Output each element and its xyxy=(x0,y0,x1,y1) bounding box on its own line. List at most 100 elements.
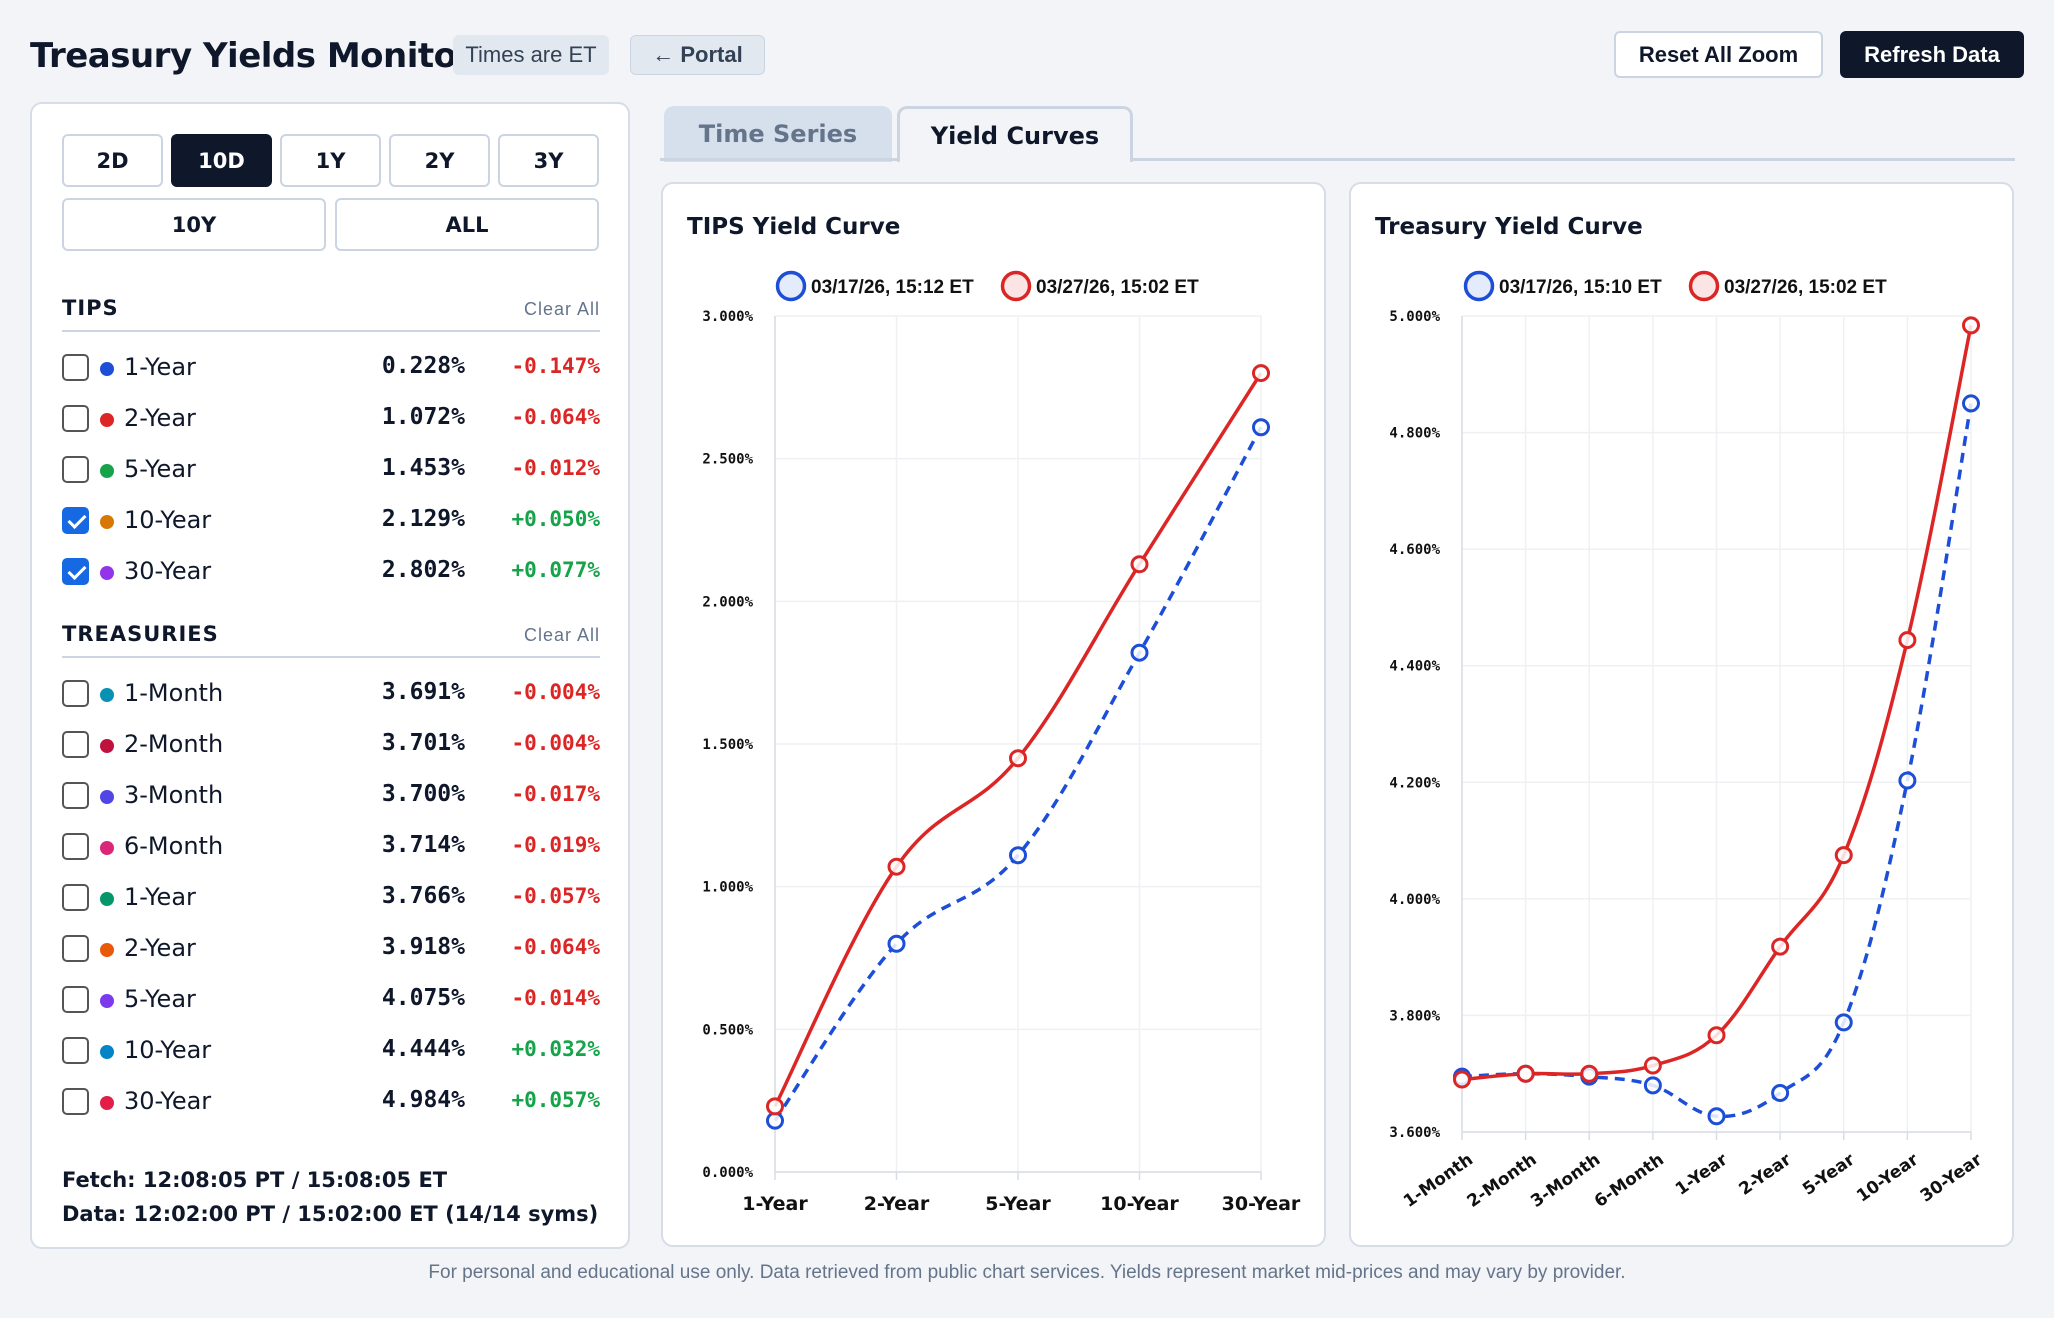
data-point[interactable] xyxy=(1962,394,1980,413)
y-tick-label: 4.400% xyxy=(1389,659,1440,675)
symbol-yield: 2.129% xyxy=(381,506,465,532)
data-point[interactable] xyxy=(1834,1013,1853,1032)
data-point[interactable] xyxy=(766,1097,784,1116)
tab-yield-curves[interactable]: Yield Curves xyxy=(897,106,1133,162)
treasuries-row[interactable]: 1-Month 3.691% -0.004% xyxy=(62,673,600,713)
data-time: Data: 12:02:00 PT / 15:02:00 ET (14/14 s… xyxy=(62,1202,599,1226)
y-tick-label: 0.000% xyxy=(702,1165,753,1181)
treasuries-clear-all[interactable]: Clear All xyxy=(523,625,600,645)
data-point[interactable] xyxy=(1516,1064,1535,1083)
data-point[interactable] xyxy=(1707,1107,1726,1126)
tips-row[interactable]: 30-Year 2.802% +0.077% xyxy=(62,551,600,591)
treasuries-row[interactable]: 3-Month 3.700% -0.017% xyxy=(62,775,600,815)
data-point[interactable] xyxy=(1834,846,1853,865)
treasuries-row[interactable]: 6-Month 3.714% -0.019% xyxy=(62,826,600,866)
treasuries-row[interactable]: 5-Year 4.075% -0.014% xyxy=(62,979,600,1019)
treasuries-row[interactable]: 2-Month 3.701% -0.004% xyxy=(62,724,600,764)
symbol-yield: 1.453% xyxy=(381,455,465,481)
legend-label[interactable]: 03/27/26, 15:02 ET xyxy=(1724,277,1887,298)
symbol-yield: 4.444% xyxy=(381,1036,465,1062)
legend-marker[interactable] xyxy=(1688,270,1720,302)
y-tick-label: 4.200% xyxy=(1389,775,1440,791)
legend-label[interactable]: 03/17/26, 15:12 ET xyxy=(811,277,974,298)
treasuries-checkbox[interactable] xyxy=(62,935,89,962)
y-tick-label: 4.000% xyxy=(1389,892,1440,908)
data-point[interactable] xyxy=(887,934,906,953)
range-10y-button[interactable]: 10Y xyxy=(62,198,326,251)
range-10d-button[interactable]: 10D xyxy=(171,134,272,187)
page-title: Treasury Yields Monitor xyxy=(30,36,473,76)
symbol-change: -0.057% xyxy=(511,884,600,908)
tips-row[interactable]: 10-Year 2.129% +0.050% xyxy=(62,500,600,540)
legend-marker[interactable] xyxy=(1000,270,1032,302)
data-point[interactable] xyxy=(1898,771,1917,790)
data-point[interactable] xyxy=(1252,418,1270,437)
treasuries-row[interactable]: 1-Year 3.766% -0.057% xyxy=(62,877,600,917)
data-point[interactable] xyxy=(1643,1076,1662,1095)
x-tick-label: 10-Year xyxy=(1853,1149,1923,1206)
treasuries-checkbox[interactable] xyxy=(62,680,89,707)
legend-marker[interactable] xyxy=(775,270,807,302)
tips-checkbox[interactable] xyxy=(62,405,89,432)
treasuries-checkbox[interactable] xyxy=(62,833,89,860)
symbol-label: 2-Year xyxy=(124,934,196,962)
portal-button[interactable]: ← Portal xyxy=(630,35,765,75)
data-point[interactable] xyxy=(1771,937,1790,956)
data-point[interactable] xyxy=(887,857,906,876)
treasuries-checkbox[interactable] xyxy=(62,731,89,758)
symbol-change: +0.050% xyxy=(511,507,600,531)
range-2y-button[interactable]: 2Y xyxy=(389,134,490,187)
symbol-label: 10-Year xyxy=(124,506,212,534)
legend-label[interactable]: 03/27/26, 15:02 ET xyxy=(1036,277,1199,298)
data-point[interactable] xyxy=(1580,1064,1599,1083)
data-point[interactable] xyxy=(1252,364,1270,383)
data-point[interactable] xyxy=(1898,631,1917,650)
range-1y-button[interactable]: 1Y xyxy=(280,134,381,187)
data-point[interactable] xyxy=(1009,749,1027,768)
data-point[interactable] xyxy=(1130,643,1149,662)
treasuries-checkbox[interactable] xyxy=(62,1037,89,1064)
x-tick-label: 3-Month xyxy=(1527,1150,1604,1212)
data-point[interactable] xyxy=(1771,1083,1790,1102)
treasury-yield-chart[interactable]: 3.600% 3.800% 4.000% 4.200% 4.400% 4.600% 4.80… xyxy=(1351,184,2014,1247)
series-color-dot xyxy=(100,464,114,478)
symbol-label: 2-Month xyxy=(124,730,224,758)
tips-row[interactable]: 1-Year 0.228% -0.147% xyxy=(62,347,600,387)
range-all-button[interactable]: ALL xyxy=(335,198,599,251)
data-point[interactable] xyxy=(1962,316,1980,335)
symbol-change: -0.004% xyxy=(511,680,600,704)
tips-row[interactable]: 5-Year 1.453% -0.012% xyxy=(62,449,600,489)
tips-checkbox[interactable] xyxy=(62,507,89,534)
tips-row[interactable]: 2-Year 1.072% -0.064% xyxy=(62,398,600,438)
treasury-chart-card: Treasury Yield Curve 3.600% 3.800% 4.000% 4… xyxy=(1349,182,2014,1247)
legend-marker[interactable] xyxy=(1463,270,1495,302)
data-point[interactable] xyxy=(1643,1056,1662,1075)
treasuries-checkbox[interactable] xyxy=(62,986,89,1013)
symbol-change: -0.064% xyxy=(511,405,600,429)
treasuries-checkbox[interactable] xyxy=(62,782,89,809)
treasuries-row[interactable]: 30-Year 4.984% +0.057% xyxy=(62,1081,600,1121)
treasuries-checkbox[interactable] xyxy=(62,884,89,911)
tips-clear-all[interactable]: Clear All xyxy=(523,299,600,319)
series-color-dot xyxy=(100,790,114,804)
tab-time-series[interactable]: Time Series xyxy=(664,106,892,162)
tips-checkbox[interactable] xyxy=(62,456,89,483)
data-point[interactable] xyxy=(1009,846,1027,865)
data-point[interactable] xyxy=(1130,555,1149,574)
data-point[interactable] xyxy=(766,1111,784,1130)
range-2d-button[interactable]: 2D xyxy=(62,134,163,187)
data-point[interactable] xyxy=(1707,1026,1726,1045)
tips-yield-chart[interactable]: 0.000% 0.500% 1.000% 1.500% 2.000% 2.500% 3.00… xyxy=(663,184,1326,1247)
tips-checkbox[interactable] xyxy=(62,558,89,585)
legend-label[interactable]: 03/17/26, 15:10 ET xyxy=(1499,277,1662,298)
refresh-data-button[interactable]: Refresh Data xyxy=(1840,31,2024,78)
reset-zoom-button[interactable]: Reset All Zoom xyxy=(1614,31,1823,78)
treasuries-row[interactable]: 10-Year 4.444% +0.032% xyxy=(62,1030,600,1070)
x-tick-label: 30-Year xyxy=(1917,1149,1987,1206)
range-3y-button[interactable]: 3Y xyxy=(498,134,599,187)
y-tick-label: 1.500% xyxy=(702,737,753,753)
treasuries-row[interactable]: 2-Year 3.918% -0.064% xyxy=(62,928,600,968)
treasuries-checkbox[interactable] xyxy=(62,1088,89,1115)
data-point[interactable] xyxy=(1453,1070,1471,1089)
tips-checkbox[interactable] xyxy=(62,354,89,381)
